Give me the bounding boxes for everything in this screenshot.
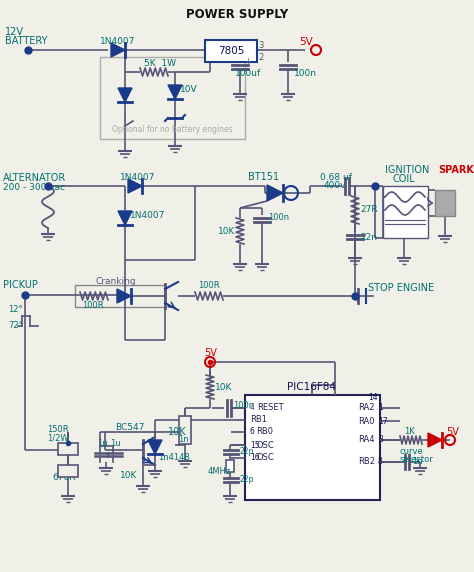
Text: 200 - 300 vac: 200 - 300 vac [3, 182, 65, 192]
Text: 15: 15 [250, 440, 260, 450]
Text: 1n: 1n [178, 435, 189, 444]
Text: RB1: RB1 [250, 415, 267, 424]
Text: POWER SUPPLY: POWER SUPPLY [186, 7, 288, 21]
Polygon shape [118, 211, 132, 225]
Polygon shape [117, 289, 131, 303]
Bar [245, 395, 380, 500]
Text: 10V: 10V [180, 85, 198, 94]
Text: 5V: 5V [446, 427, 459, 437]
Text: 27R: 27R [360, 205, 378, 214]
Text: 5K  1W: 5K 1W [144, 59, 176, 69]
Text: 1K: 1K [404, 427, 415, 436]
Text: selector: selector [400, 455, 434, 464]
Text: 1n: 1n [412, 458, 423, 467]
Text: OSC: OSC [257, 440, 275, 450]
Text: 1u: 1u [110, 439, 120, 447]
Text: 150R: 150R [47, 426, 69, 435]
Text: 1N4007: 1N4007 [130, 210, 165, 220]
Polygon shape [111, 43, 125, 57]
Text: 6: 6 [250, 427, 255, 436]
Text: +: + [244, 58, 251, 66]
Bar [179, 416, 191, 444]
Text: ALTERNATOR: ALTERNATOR [3, 173, 66, 183]
Text: STOP ENGINE: STOP ENGINE [368, 283, 434, 293]
Text: 7805: 7805 [218, 46, 244, 56]
Text: 8: 8 [378, 458, 383, 467]
Text: 1N4007: 1N4007 [120, 173, 155, 181]
Text: 10K: 10K [168, 427, 187, 437]
Text: 1u: 1u [97, 439, 108, 447]
Text: COIL: COIL [393, 174, 416, 184]
Text: OSC: OSC [257, 454, 275, 463]
Bar [226, 460, 234, 472]
Text: 100R: 100R [198, 281, 219, 291]
Text: RB0: RB0 [256, 427, 273, 436]
Text: PICKUP: PICKUP [3, 280, 38, 290]
Text: 16: 16 [250, 454, 260, 463]
Text: 17: 17 [378, 416, 388, 426]
Text: 1n4148: 1n4148 [158, 454, 190, 463]
Text: 3: 3 [378, 435, 383, 444]
Text: BC547: BC547 [115, 423, 145, 432]
Text: 5V: 5V [204, 348, 217, 358]
Text: RA0: RA0 [358, 416, 375, 426]
Bar [205, 40, 257, 62]
Polygon shape [128, 179, 142, 193]
Polygon shape [118, 88, 132, 102]
Text: IGNITION: IGNITION [385, 165, 429, 175]
Text: 100n: 100n [294, 70, 317, 78]
Text: Optional for no battery engines: Optional for no battery engines [112, 125, 232, 134]
Text: 100n: 100n [268, 213, 289, 223]
Text: 100uf: 100uf [235, 70, 261, 78]
Text: 12V: 12V [5, 27, 24, 37]
Bar [75, 285, 165, 307]
Text: 400v: 400v [324, 181, 346, 190]
Polygon shape [168, 85, 182, 99]
Polygon shape [428, 433, 442, 447]
Text: Cranking: Cranking [96, 276, 137, 285]
Text: 5V: 5V [299, 37, 313, 47]
Text: 10K: 10K [120, 471, 137, 479]
Text: 1N4007: 1N4007 [100, 38, 136, 46]
Bar [100, 57, 245, 139]
Text: 12°: 12° [8, 305, 23, 315]
Text: 72°: 72° [8, 321, 23, 331]
Bar [58, 443, 78, 455]
Text: BT151: BT151 [248, 172, 279, 182]
Text: 1: 1 [378, 403, 383, 412]
Text: 14: 14 [368, 394, 378, 403]
Text: 1/2W: 1/2W [47, 434, 69, 443]
Text: BATTERY: BATTERY [5, 36, 47, 46]
Text: 4: 4 [250, 403, 255, 412]
Text: PIC16F84: PIC16F84 [288, 382, 337, 392]
Text: 22n: 22n [360, 232, 377, 241]
Polygon shape [148, 440, 162, 454]
Text: 100R: 100R [82, 301, 104, 311]
Text: 670R: 670R [52, 472, 75, 482]
Text: 10K: 10K [215, 383, 232, 391]
Text: RA2: RA2 [358, 403, 375, 412]
Text: 4MHz: 4MHz [208, 467, 231, 476]
Text: 22p: 22p [240, 475, 255, 484]
Text: 3: 3 [258, 41, 264, 50]
Bar [383, 186, 428, 238]
Text: 10K: 10K [218, 228, 236, 236]
Text: RA4: RA4 [358, 435, 375, 444]
Text: RB2: RB2 [358, 458, 375, 467]
Text: 2: 2 [258, 54, 263, 62]
Text: SPARK: SPARK [438, 165, 474, 175]
Polygon shape [267, 185, 283, 201]
Text: 100n: 100n [233, 400, 254, 410]
Text: 22p: 22p [240, 447, 255, 456]
Text: RESET: RESET [257, 403, 283, 412]
Bar [435, 190, 455, 216]
Text: curve: curve [400, 447, 424, 456]
Bar [58, 465, 78, 477]
Text: 0.68 uf: 0.68 uf [320, 173, 352, 181]
